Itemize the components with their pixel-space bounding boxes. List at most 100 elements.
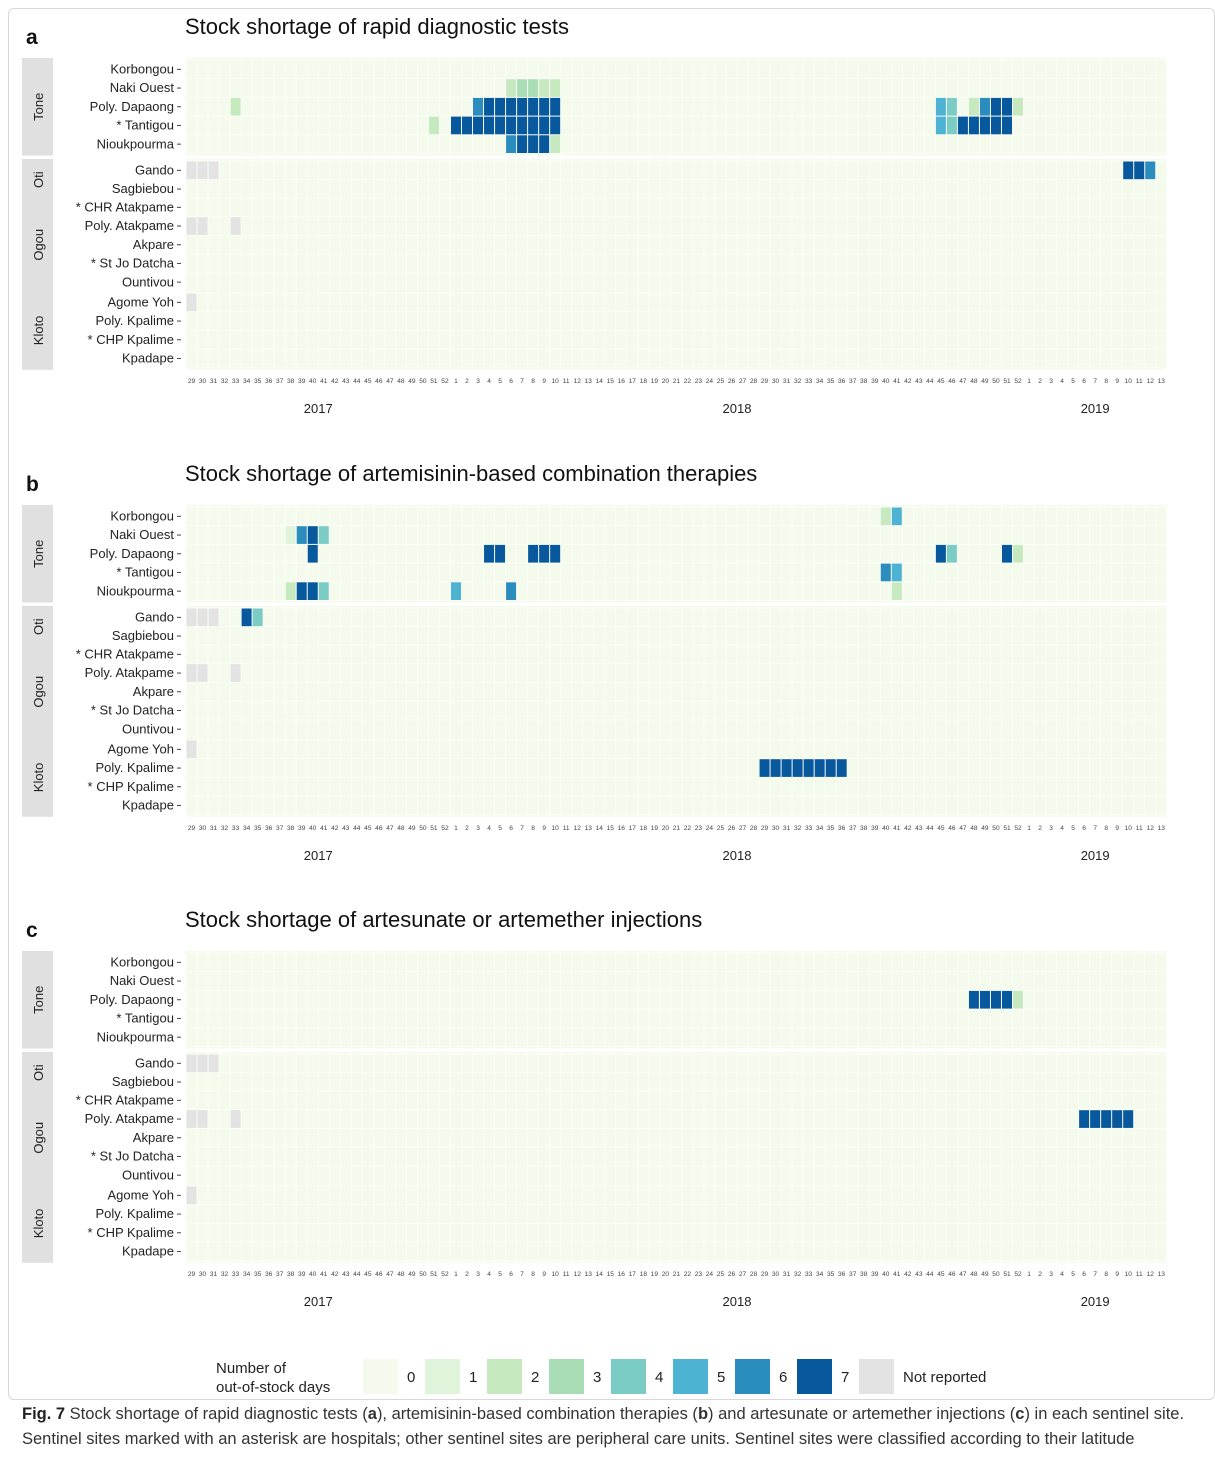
region-label: Kloto bbox=[31, 763, 46, 793]
week-tick-label: 43 bbox=[342, 825, 350, 832]
week-tick-label: 13 bbox=[585, 1271, 593, 1278]
heatmap-cell bbox=[186, 740, 197, 759]
heatmap-cell bbox=[825, 759, 836, 777]
heatmap-cell bbox=[1001, 544, 1012, 563]
caption-text-1: Stock shortage of rapid diagnostic tests… bbox=[65, 1405, 368, 1423]
week-tick-label: 35 bbox=[254, 1271, 262, 1278]
week-tick-label: 34 bbox=[243, 825, 251, 832]
region-strip bbox=[22, 643, 53, 741]
week-tick-label: 33 bbox=[232, 825, 240, 832]
site-label: Poly. Kpalime bbox=[95, 760, 174, 775]
week-tick-label: 36 bbox=[838, 378, 846, 385]
week-tick-label: 37 bbox=[276, 825, 284, 832]
heatmap-cell bbox=[241, 608, 252, 627]
heatmap-cell bbox=[197, 664, 208, 682]
heatmap-cell bbox=[1123, 161, 1134, 180]
week-tick-label: 29 bbox=[761, 825, 769, 832]
heatmap-cell bbox=[836, 759, 847, 777]
week-tick-label: 31 bbox=[210, 378, 218, 385]
site-label: Poly. Atakpame bbox=[85, 218, 174, 233]
week-tick-label: 50 bbox=[419, 825, 427, 832]
heatmap-cell bbox=[484, 97, 495, 116]
week-tick-label: 31 bbox=[210, 825, 218, 832]
week-tick-label: 45 bbox=[937, 378, 945, 385]
site-label: Poly. Kpalime bbox=[95, 313, 174, 328]
site-label: Poly. Kpalime bbox=[95, 1206, 174, 1221]
week-tick-label: 52 bbox=[1014, 825, 1022, 832]
heatmap-cell bbox=[968, 116, 979, 135]
heatmap-cell bbox=[550, 544, 561, 563]
heatmap-cell bbox=[759, 759, 770, 777]
site-label: Poly. Dapaong bbox=[90, 546, 174, 561]
legend-swatch bbox=[487, 1359, 522, 1394]
week-tick-label: 10 bbox=[1125, 1271, 1133, 1278]
week-tick-label: 12 bbox=[574, 1271, 582, 1278]
week-tick-label: 9 bbox=[1115, 825, 1119, 832]
week-tick-label: 1 bbox=[454, 1271, 458, 1278]
legend-label: 3 bbox=[593, 1369, 601, 1386]
heatmap-cell bbox=[528, 79, 539, 97]
week-tick-label: 51 bbox=[1003, 825, 1011, 832]
heatmap-cell bbox=[186, 1186, 197, 1205]
week-tick-label: 32 bbox=[794, 825, 802, 832]
week-tick-label: 49 bbox=[981, 1271, 989, 1278]
heatmap-cell bbox=[957, 116, 968, 135]
week-tick-label: 43 bbox=[915, 1271, 923, 1278]
week-tick-label: 9 bbox=[542, 825, 546, 832]
week-tick-label: 16 bbox=[618, 378, 626, 385]
week-tick-label: 3 bbox=[476, 1271, 480, 1278]
week-tick-label: 13 bbox=[1158, 378, 1166, 385]
week-tick-label: 50 bbox=[992, 1271, 1000, 1278]
week-tick-label: 33 bbox=[805, 378, 813, 385]
region-strip bbox=[22, 1184, 53, 1263]
week-tick-label: 47 bbox=[959, 825, 967, 832]
heatmap-cell bbox=[1001, 116, 1012, 135]
week-tick-label: 11 bbox=[1136, 1271, 1143, 1278]
week-tick-label: 36 bbox=[265, 1271, 273, 1278]
site-label: Poly. Dapaong bbox=[90, 992, 174, 1007]
heatmap-cell bbox=[539, 544, 550, 563]
week-tick-label: 23 bbox=[695, 1271, 703, 1278]
heatmap-cell bbox=[495, 116, 506, 135]
site-label: Sagbiebou bbox=[112, 1074, 174, 1089]
week-tick-label: 51 bbox=[430, 825, 438, 832]
week-tick-label: 27 bbox=[739, 825, 747, 832]
week-tick-label: 32 bbox=[794, 378, 802, 385]
heatmap-cell bbox=[484, 544, 495, 563]
week-tick-label: 41 bbox=[893, 1271, 901, 1278]
heatmap-cell bbox=[252, 608, 263, 627]
week-tick-label: 2 bbox=[465, 378, 469, 385]
week-tick-label: 29 bbox=[761, 378, 769, 385]
heatmap-cell bbox=[296, 582, 307, 600]
week-tick-label: 50 bbox=[992, 825, 1000, 832]
region-strip bbox=[22, 1089, 53, 1187]
heatmap-cell bbox=[484, 116, 495, 135]
week-tick-label: 3 bbox=[476, 825, 480, 832]
week-tick-label: 12 bbox=[1147, 1271, 1155, 1278]
week-tick-label: 26 bbox=[728, 1271, 736, 1278]
heatmap-cell bbox=[197, 1110, 208, 1128]
heatmap-cell bbox=[307, 582, 318, 600]
week-tick-label: 15 bbox=[607, 825, 615, 832]
week-tick-label: 32 bbox=[221, 1271, 229, 1278]
week-tick-label: 5 bbox=[1071, 378, 1075, 385]
legend-label: 1 bbox=[469, 1369, 477, 1386]
week-tick-label: 22 bbox=[684, 1271, 692, 1278]
heatmap-cell bbox=[539, 135, 550, 153]
panel-title: Stock shortage of artesunate or artemeth… bbox=[185, 907, 702, 932]
week-tick-label: 48 bbox=[970, 1271, 978, 1278]
week-tick-label: 45 bbox=[937, 1271, 945, 1278]
week-tick-label: 15 bbox=[607, 378, 615, 385]
week-tick-label: 11 bbox=[1136, 378, 1143, 385]
heatmap-cell bbox=[230, 97, 241, 116]
week-tick-label: 41 bbox=[893, 378, 901, 385]
week-tick-label: 44 bbox=[926, 1271, 934, 1278]
week-tick-label: 21 bbox=[673, 825, 681, 832]
week-tick-label: 36 bbox=[265, 378, 273, 385]
heatmap-cell bbox=[197, 217, 208, 235]
week-tick-label: 5 bbox=[1071, 1271, 1075, 1278]
week-tick-label: 48 bbox=[397, 378, 405, 385]
legend-swatch bbox=[859, 1359, 894, 1394]
week-tick-label: 31 bbox=[783, 825, 791, 832]
week-tick-label: 13 bbox=[585, 378, 593, 385]
